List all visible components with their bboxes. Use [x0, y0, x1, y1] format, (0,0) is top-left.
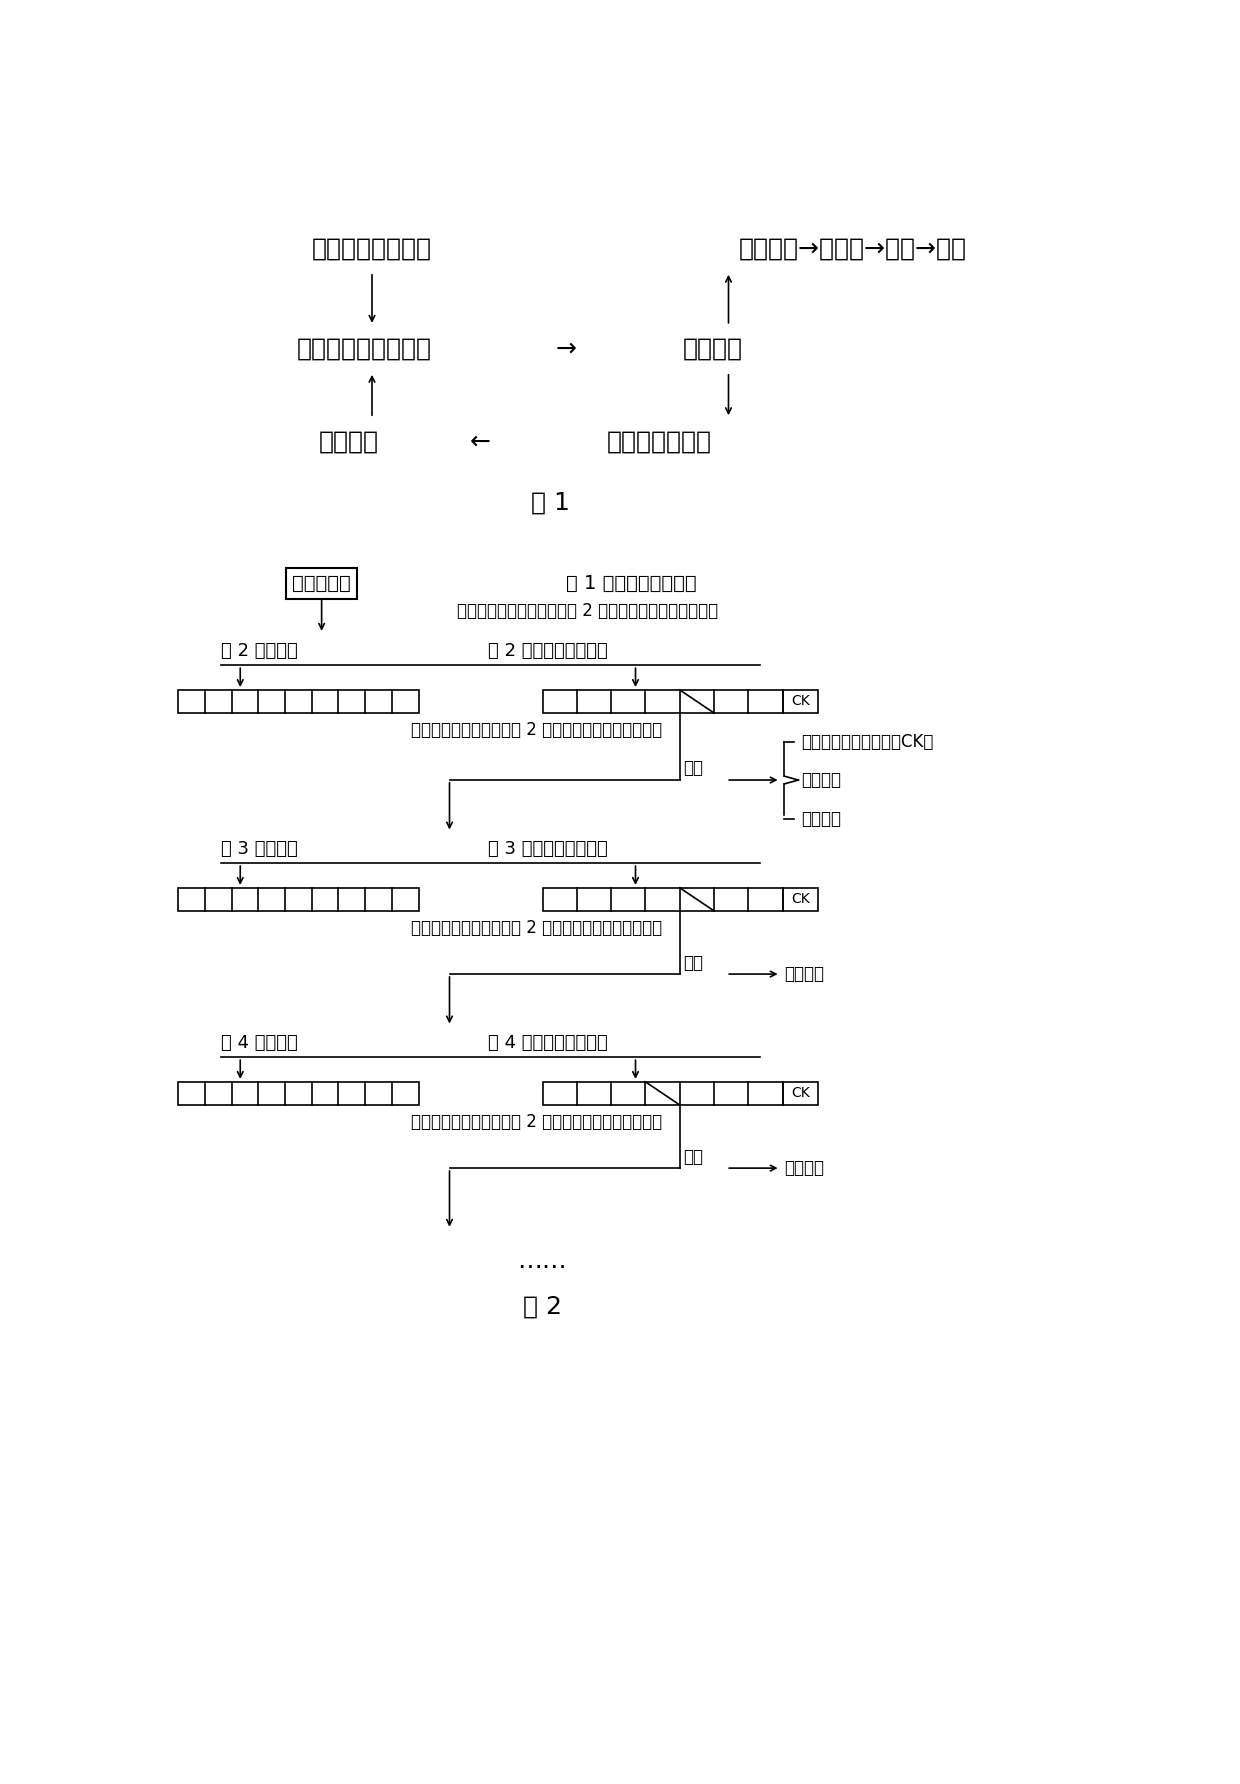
Text: 图 1: 图 1 [531, 491, 569, 516]
Text: 混收: 混收 [683, 1147, 703, 1165]
Text: 混收: 混收 [683, 760, 703, 778]
Text: 第 4 年制种区: 第 4 年制种区 [221, 1035, 298, 1053]
Text: ……: …… [517, 1249, 568, 1272]
Text: 第 1 年特殊生态区繁殖: 第 1 年特殊生态区繁殖 [565, 574, 697, 592]
Bar [543, 1081, 782, 1104]
Text: 冷藏保存，用作对照（CK）: 冷藏保存，用作对照（CK） [801, 733, 934, 751]
Text: 当选株系: 当选株系 [683, 337, 743, 360]
Text: 核心种子: 核心种子 [785, 1160, 825, 1177]
Bar [782, 690, 817, 714]
Bar [179, 888, 419, 912]
Text: 图 2: 图 2 [523, 1295, 562, 1318]
Text: 选多个单株，每单株分成 2 份，下季分别形成多个株系: 选多个单株，每单株分成 2 份，下季分别形成多个株系 [410, 721, 662, 739]
Text: 多个株系: 多个株系 [319, 430, 378, 453]
Text: ←: ← [470, 430, 491, 453]
Text: 第 4 年特殊生态区繁殖: 第 4 年特殊生态区繁殖 [489, 1035, 608, 1053]
Text: 选多个单株，每单株分成 2 份，下季分别形成多个株系: 选多个单株，每单株分成 2 份，下季分别形成多个株系 [410, 1113, 662, 1131]
Text: 核心种子: 核心种子 [801, 810, 842, 828]
Text: 混收: 混收 [683, 953, 703, 972]
Bar [179, 690, 419, 714]
Text: 选多个单株，每个单株分成 2 份，下季分别形成多个株系: 选多个单株，每个单株分成 2 份，下季分别形成多个株系 [458, 601, 718, 619]
Text: CK: CK [791, 892, 810, 906]
Text: 第 2 年制种区: 第 2 年制种区 [221, 642, 298, 660]
Text: 水稻温敏核不育系: 水稻温敏核不育系 [312, 237, 432, 260]
Text: →: → [556, 337, 577, 360]
Text: 第 2 年特殊生态区繁殖: 第 2 年特殊生态区繁殖 [489, 642, 608, 660]
Bar [179, 1081, 419, 1104]
Text: 核心种子→原原种→原种→制种: 核心种子→原原种→原种→制种 [739, 237, 966, 260]
Text: 温敏不育系: 温敏不育系 [293, 574, 351, 592]
Text: CK: CK [791, 1086, 810, 1101]
Bar [543, 888, 782, 912]
Bar [543, 690, 782, 714]
Text: 核心种子: 核心种子 [785, 965, 825, 983]
Text: 第 3 年特殊生态区繁殖: 第 3 年特殊生态区繁殖 [489, 840, 608, 858]
Text: 选多个单株，每单株分成 2 份，下季分别形成多个株系: 选多个单株，每单株分成 2 份，下季分别形成多个株系 [410, 919, 662, 937]
Text: CK: CK [791, 694, 810, 708]
Bar [782, 1081, 817, 1104]
Bar [782, 888, 817, 912]
Text: 第 3 年制种区: 第 3 年制种区 [221, 840, 298, 858]
Text: 自然光温条件下鉴定: 自然光温条件下鉴定 [296, 337, 432, 360]
Text: 综合鉴定: 综合鉴定 [801, 771, 842, 789]
Text: 选多个优良单株: 选多个优良单株 [606, 430, 712, 453]
